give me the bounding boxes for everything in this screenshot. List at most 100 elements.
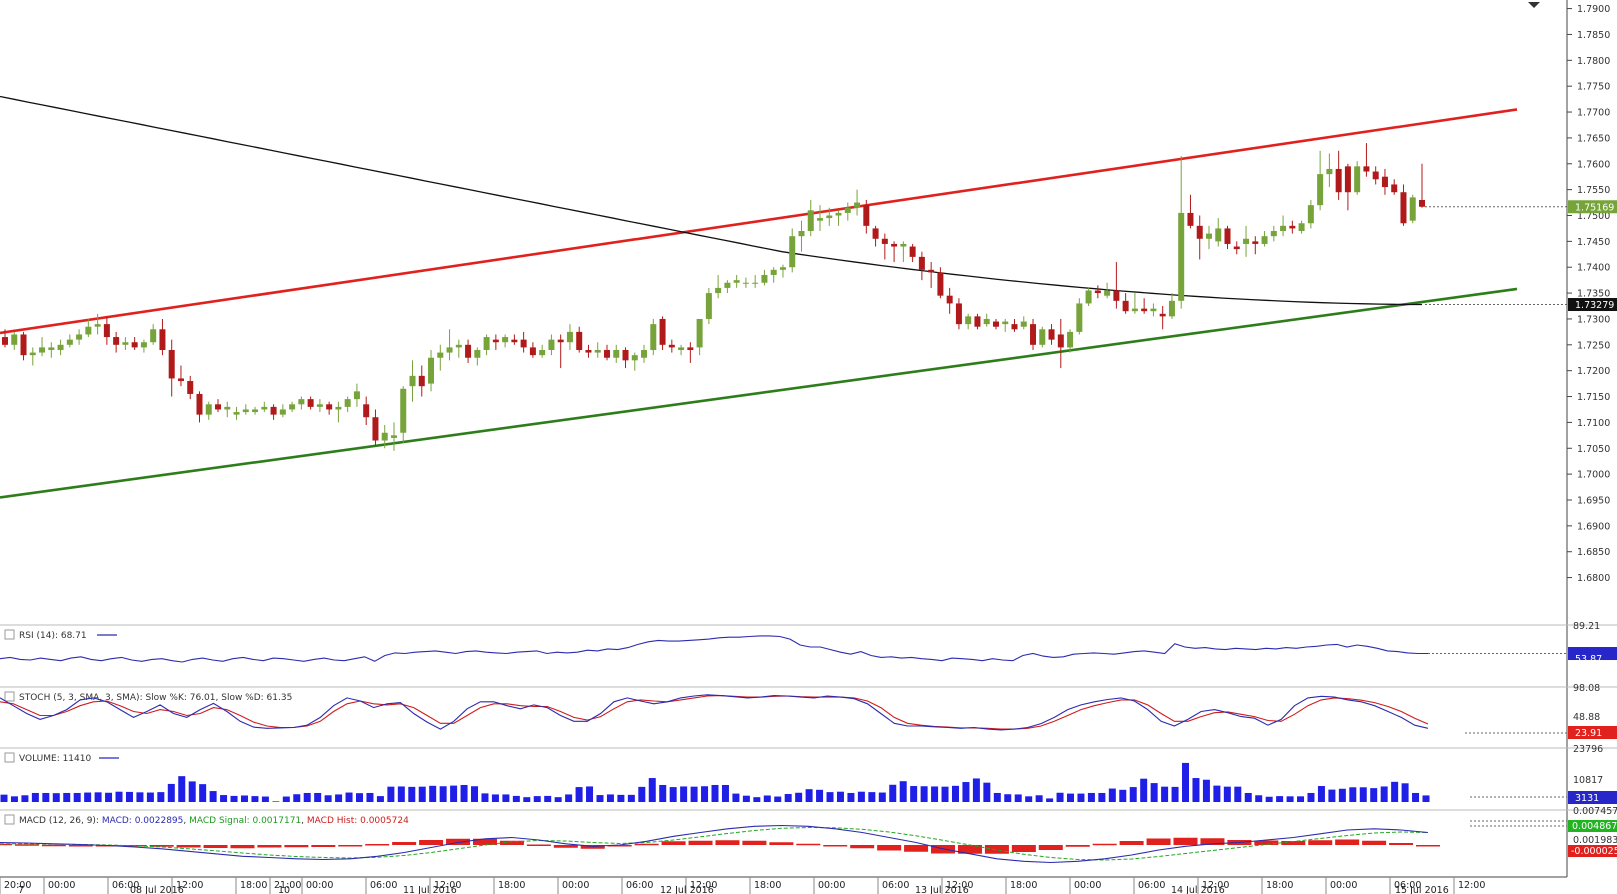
candle: [483, 334, 490, 356]
candle-body: [1215, 228, 1222, 242]
price-tick-label: 1.7500: [1577, 211, 1610, 222]
price-panel[interactable]: [0, 0, 1567, 625]
macd-collapse-icon[interactable]: [4, 814, 15, 825]
candle: [233, 406, 240, 420]
macd-hist-bar: [1065, 845, 1090, 847]
volume-bar: [178, 776, 186, 802]
time-tick-label: 18:00: [1266, 880, 1293, 891]
macd-hist-bar: [338, 845, 363, 847]
rsi-collapse-icon[interactable]: [4, 629, 15, 640]
ma-price-tag: 1.73279: [1568, 298, 1617, 312]
volume-bar: [1087, 792, 1095, 802]
candle: [1020, 316, 1027, 330]
time-tick-label: 18:00: [240, 880, 267, 891]
volume-bar: [1202, 779, 1210, 802]
candle: [103, 316, 110, 345]
date-label: 13 Jul 2016: [915, 885, 969, 894]
candle-body: [168, 349, 175, 379]
candle: [1243, 225, 1250, 257]
candle-body: [1141, 308, 1148, 312]
volume-top-label: 23796: [1573, 744, 1603, 755]
candle: [992, 318, 999, 330]
volume-bar: [711, 784, 719, 802]
volume-bar: [491, 794, 499, 802]
candle-body: [446, 347, 453, 353]
candle-body: [270, 406, 277, 415]
stoch-collapse-icon[interactable]: [4, 691, 15, 702]
candle: [400, 386, 407, 444]
candle: [316, 399, 323, 413]
candle: [696, 318, 703, 356]
ma-price-label: 1.73279: [1575, 300, 1614, 311]
time-axis: 20:00 00:00 06:00 12:00 18:00 21:00 00:00 06:00…: [0, 876, 1567, 894]
candle-body: [1252, 241, 1259, 244]
candle: [863, 199, 870, 234]
stoch-d-line: [0, 695, 1429, 730]
candle-body: [817, 218, 824, 221]
chevron-down-icon[interactable]: [1528, 2, 1540, 8]
volume-bar: [502, 794, 510, 802]
volume-bar: [429, 785, 437, 802]
candle-body: [177, 378, 184, 382]
date-label: 08 Jul 2016: [130, 885, 184, 894]
candle: [1002, 318, 1009, 332]
candle: [1280, 215, 1287, 237]
stoch-panel[interactable]: STOCH (5, 3, SMA, 3, SMA): Slow %K: 76.0…: [0, 683, 1617, 739]
time-tick-label: 12:00: [946, 880, 973, 891]
candle-body: [1002, 321, 1009, 325]
volume-bar: [1213, 785, 1221, 802]
time-tick-label: 06:00: [370, 880, 397, 891]
candle: [20, 331, 27, 361]
candle-body: [854, 202, 861, 208]
candle-body: [1113, 290, 1120, 301]
candle: [909, 243, 916, 263]
macd-hist-bar: [41, 844, 66, 847]
macd-hist-bar: [580, 845, 605, 849]
rsi-current-tag: [1568, 647, 1617, 661]
macd-panel[interactable]: MACD (12, 26, 9): MACD: 0.0022895, MACD …: [0, 806, 1617, 864]
candle: [390, 422, 397, 451]
candle-body: [650, 324, 657, 350]
macd-sep-2: ,: [301, 816, 307, 826]
candle: [1131, 293, 1138, 314]
candle: [974, 313, 981, 330]
candle: [668, 339, 675, 353]
volume-bar: [627, 794, 635, 802]
candle-body: [613, 349, 620, 358]
rsi-panel[interactable]: RSI (14): 68.71 89.21 53.87: [0, 621, 1617, 665]
candle: [1372, 166, 1379, 185]
volume-bar: [742, 795, 750, 802]
volume-bar: [261, 796, 269, 802]
candle-body: [1372, 171, 1379, 180]
candle-body: [11, 334, 18, 345]
candle: [85, 318, 92, 338]
candle-body: [85, 326, 92, 335]
candle-body: [1205, 233, 1212, 239]
time-tick-label: 00:00: [818, 880, 845, 891]
macd-signal-line: [0, 826, 1429, 861]
stoch-top-label: 98.08: [1573, 683, 1600, 694]
volume-panel[interactable]: VOLUME: 11410 23796 10817 3131: [0, 744, 1617, 804]
candle: [1048, 324, 1055, 345]
volume-bar: [899, 781, 907, 802]
candle: [965, 313, 972, 330]
candle: [585, 344, 592, 358]
volume-bar: [659, 784, 667, 802]
price-tick-label: 1.6800: [1577, 573, 1610, 584]
candle: [1289, 220, 1296, 234]
moving-average-line: [0, 95, 1422, 306]
candle: [557, 334, 564, 369]
candle: [946, 287, 953, 314]
candle-body: [150, 329, 157, 343]
volume-bar: [1182, 762, 1190, 802]
price-tick-label: 1.7100: [1577, 418, 1610, 429]
macd-hist-bar: [392, 842, 417, 845]
candle-body: [1280, 225, 1287, 232]
volume-bar: [575, 787, 583, 802]
macd-hist-bar: [526, 844, 551, 846]
volume-collapse-icon[interactable]: [4, 752, 15, 763]
volume-bar: [136, 792, 144, 802]
time-tick-label: 12:00: [1458, 880, 1485, 891]
time-tick-label: 06:00: [112, 880, 139, 891]
time-tick-label: 18:00: [754, 880, 781, 891]
